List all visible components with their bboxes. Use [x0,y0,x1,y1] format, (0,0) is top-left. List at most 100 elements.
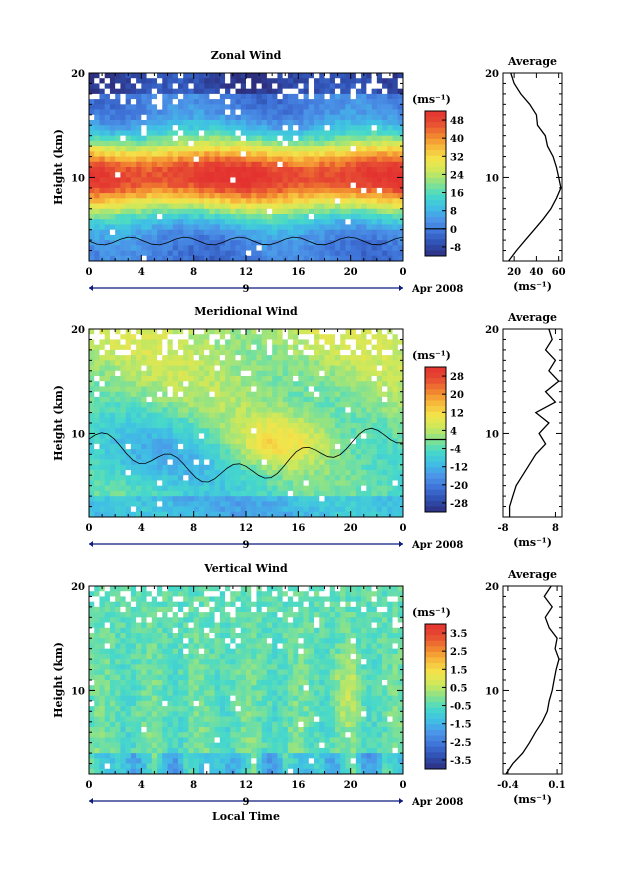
heatmap-cell [104,198,111,204]
heatmap-cell [319,156,325,163]
heatmap-cell [397,198,404,204]
heatmap-cell [334,104,341,110]
heatmap-cell [382,88,388,95]
colorbar-band [425,122,446,129]
heatmap-cell [350,73,357,79]
heatmap-cell [89,229,95,236]
heatmap-cell [371,490,378,497]
heatmap-cell [293,130,299,136]
heatmap-cell [204,376,210,382]
heatmap-cell [141,433,147,439]
heatmap-cell [293,370,299,377]
heatmap-cell [266,135,273,142]
heatmap-cell [319,219,325,225]
heatmap-cell [308,114,315,121]
heatmap-cell [204,172,210,178]
heatmap-cell [240,339,247,345]
heatmap-cell [371,120,378,126]
heatmap-cell [397,349,404,356]
heatmap-cell [136,214,142,220]
heatmap-cell [141,344,147,351]
heatmap-cell [282,193,289,199]
heatmap-cell [382,224,388,230]
heatmap-cell [198,193,205,199]
heatmap-cell [198,438,205,445]
heatmap-cell [376,219,383,225]
heatmap-cell [230,475,236,481]
heatmap-cell [204,130,210,136]
heatmap-cell [230,83,236,89]
heatmap-cell [256,464,262,471]
heatmap-cell [109,104,116,110]
heatmap-cell [125,433,132,439]
zonal-ylabel: Height (km) [52,129,65,205]
heatmap-cell [329,360,336,366]
heatmap-cell [319,140,325,147]
heatmap-cell [308,433,315,439]
heatmap-cell [183,120,189,126]
heatmap-cell [293,360,299,366]
heatmap-cell [219,360,226,366]
heatmap-cell [266,250,273,257]
heatmap-cell [240,391,247,398]
heatmap-cell [334,360,341,366]
heatmap-cell [125,172,132,178]
heatmap-cell [371,104,378,110]
heatmap-cell [376,402,383,408]
heatmap-cell [361,161,367,168]
heatmap-cell [183,193,189,199]
heatmap-cell [277,370,283,377]
heatmap-cell [235,203,242,210]
date-label: 9 [243,284,250,295]
heatmap-cell [162,402,168,408]
heatmap-cell [146,407,153,413]
heatmap-cell [172,250,179,257]
heatmap-cell [151,396,158,403]
heatmap-cell [387,370,393,377]
heatmap-cell [308,219,315,225]
heatmap-cell [303,438,310,445]
heatmap-cell [392,601,399,608]
heatmap-cell [136,193,142,199]
heatmap-cell [266,193,273,199]
heatmap-cell [266,198,273,204]
heatmap-cell [198,146,205,152]
heatmap-cell [235,365,242,372]
heatmap-cell [141,454,147,460]
heatmap-cell [387,402,393,408]
heatmap-cell [177,193,184,199]
heatmap-cell [94,506,100,513]
heatmap-cell [361,470,367,476]
heatmap-cell [345,428,351,434]
heatmap-cell [94,496,100,502]
heatmap-cell [361,501,367,507]
heatmap-cell [261,214,268,220]
heatmap-cell [371,381,378,387]
heatmap-cell [246,443,252,450]
heatmap-cell [256,339,262,345]
heatmap-cell [214,234,221,241]
heatmap-cell [361,114,367,121]
heatmap-cell [89,255,95,262]
heatmap-cell [225,177,231,183]
colorbar-tick-label: 24 [450,170,464,181]
heatmap-cell [120,334,126,340]
heatmap-cell [167,402,174,408]
heatmap-cell [376,234,383,241]
heatmap-cell [334,334,341,340]
heatmap-cell [209,130,215,136]
heatmap-cell [89,464,95,471]
heatmap-cell [167,485,174,492]
heatmap-cell [209,109,215,116]
heatmap-cell [230,99,236,105]
heatmap-cell [397,334,404,340]
heatmap-cell [177,135,184,142]
heatmap-cell [136,496,142,502]
heatmap-cell [256,93,262,100]
heatmap-cell [261,496,268,502]
heatmap-cell [183,93,189,100]
heatmap-cell [319,423,325,429]
heatmap-cell [282,93,289,100]
heatmap-cell [162,130,168,136]
heatmap-cell [214,591,221,597]
